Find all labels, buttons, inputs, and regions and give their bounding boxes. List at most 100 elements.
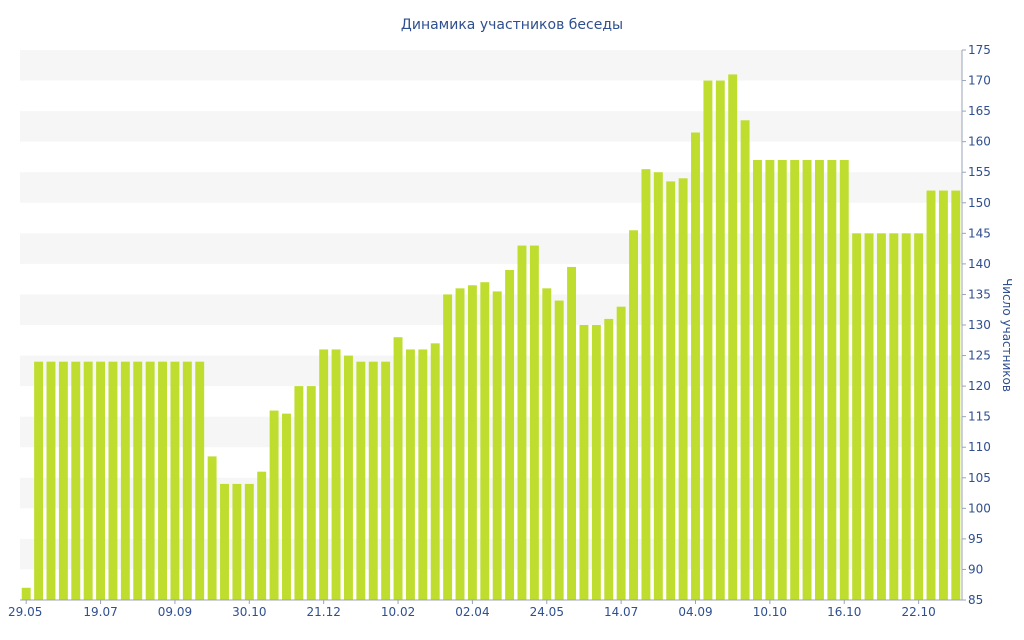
bar — [96, 361, 106, 600]
bar — [207, 456, 217, 600]
bar — [777, 160, 787, 600]
bar — [443, 294, 453, 600]
bars — [21, 74, 961, 601]
bar — [641, 169, 651, 601]
y-tick-label: 155 — [968, 165, 991, 179]
y-tick-label: 175 — [968, 43, 991, 57]
x-tick-label: 30.10 — [232, 605, 266, 619]
x-tick-label: 09.09 — [158, 605, 192, 619]
x-tick-label: 02.04 — [455, 605, 489, 619]
bar — [83, 361, 93, 600]
bar — [158, 361, 167, 600]
y-tick-label: 125 — [968, 349, 991, 363]
bar — [839, 160, 849, 600]
bar — [344, 355, 353, 600]
bar — [120, 361, 130, 600]
bar — [356, 361, 366, 600]
bar — [220, 483, 229, 600]
bar — [765, 160, 775, 600]
bar — [517, 245, 527, 600]
y-tick-label: 110 — [968, 440, 991, 454]
bar — [889, 233, 899, 600]
grid-band — [20, 111, 962, 142]
x-tick-label: 14.07 — [604, 605, 638, 619]
bar — [653, 172, 663, 600]
bar — [34, 361, 44, 600]
y-tick-label: 115 — [968, 410, 991, 424]
bar — [666, 181, 676, 600]
x-tick-label: 22.10 — [901, 605, 935, 619]
x-tick-label: 16.10 — [827, 605, 861, 619]
bar — [951, 190, 961, 600]
bar — [703, 80, 713, 600]
bar — [455, 288, 465, 600]
bar — [604, 318, 614, 600]
bar — [282, 413, 291, 600]
bar — [926, 190, 936, 600]
bar — [331, 349, 341, 600]
y-tick-label: 90 — [968, 562, 983, 576]
x-tick-label: 10.02 — [381, 605, 415, 619]
y-tick-label: 130 — [968, 318, 991, 332]
bar — [133, 361, 143, 600]
bar — [480, 282, 490, 600]
x-tick-label: 29.05 — [8, 605, 42, 619]
bar — [876, 233, 886, 600]
bar — [901, 233, 911, 600]
bar — [393, 337, 403, 600]
bar — [691, 132, 700, 600]
bar — [430, 343, 440, 600]
bar — [579, 325, 589, 600]
bar — [542, 288, 552, 600]
bar — [195, 361, 205, 600]
bar — [170, 361, 180, 600]
x-tick-label: 24.05 — [530, 605, 564, 619]
bar — [492, 291, 502, 600]
bar — [232, 483, 242, 600]
bar — [405, 349, 415, 600]
bar — [815, 160, 824, 600]
bar — [467, 285, 477, 600]
y-tick-label: 85 — [968, 593, 983, 607]
y-tick-label: 95 — [968, 532, 983, 546]
y-tick-label: 145 — [968, 226, 991, 240]
bar — [58, 361, 68, 600]
y-tick-label: 135 — [968, 287, 991, 301]
y-tick-label: 105 — [968, 471, 991, 485]
bar — [368, 361, 378, 600]
bar — [827, 160, 837, 600]
y-axis-ticks: 85 90 95 100 105 110 115 120 125 130 135 140 145 150 1… — [962, 43, 991, 607]
bar — [728, 74, 738, 600]
bar — [591, 325, 601, 600]
bar — [381, 361, 391, 600]
bar — [145, 361, 155, 600]
bar — [529, 245, 539, 600]
bar — [554, 300, 564, 600]
y-tick-label: 140 — [968, 257, 991, 271]
bar — [629, 230, 638, 600]
x-tick-label: 19.07 — [83, 605, 117, 619]
x-tick-label: 10.10 — [753, 605, 787, 619]
bar — [616, 306, 626, 600]
bar — [294, 386, 304, 600]
x-tick-label: 21.12 — [306, 605, 340, 619]
bar — [418, 349, 428, 600]
bar — [938, 190, 948, 600]
x-axis-ticks: 29.05 19.07 09.09 30.10 21.12 10.02 02.04 24.05… — [8, 600, 936, 619]
grid-band — [20, 50, 962, 81]
bar — [914, 233, 924, 600]
bar — [864, 233, 874, 600]
y-tick-label: 160 — [968, 135, 991, 149]
bar — [505, 270, 515, 600]
bar — [108, 361, 118, 600]
bar — [567, 266, 577, 600]
bar — [678, 178, 688, 600]
y-tick-label: 165 — [968, 104, 991, 118]
bar — [319, 349, 329, 600]
bar — [257, 471, 267, 600]
bar — [21, 587, 31, 600]
bar — [244, 483, 254, 600]
bar — [852, 233, 862, 600]
y-tick-label: 120 — [968, 379, 991, 393]
